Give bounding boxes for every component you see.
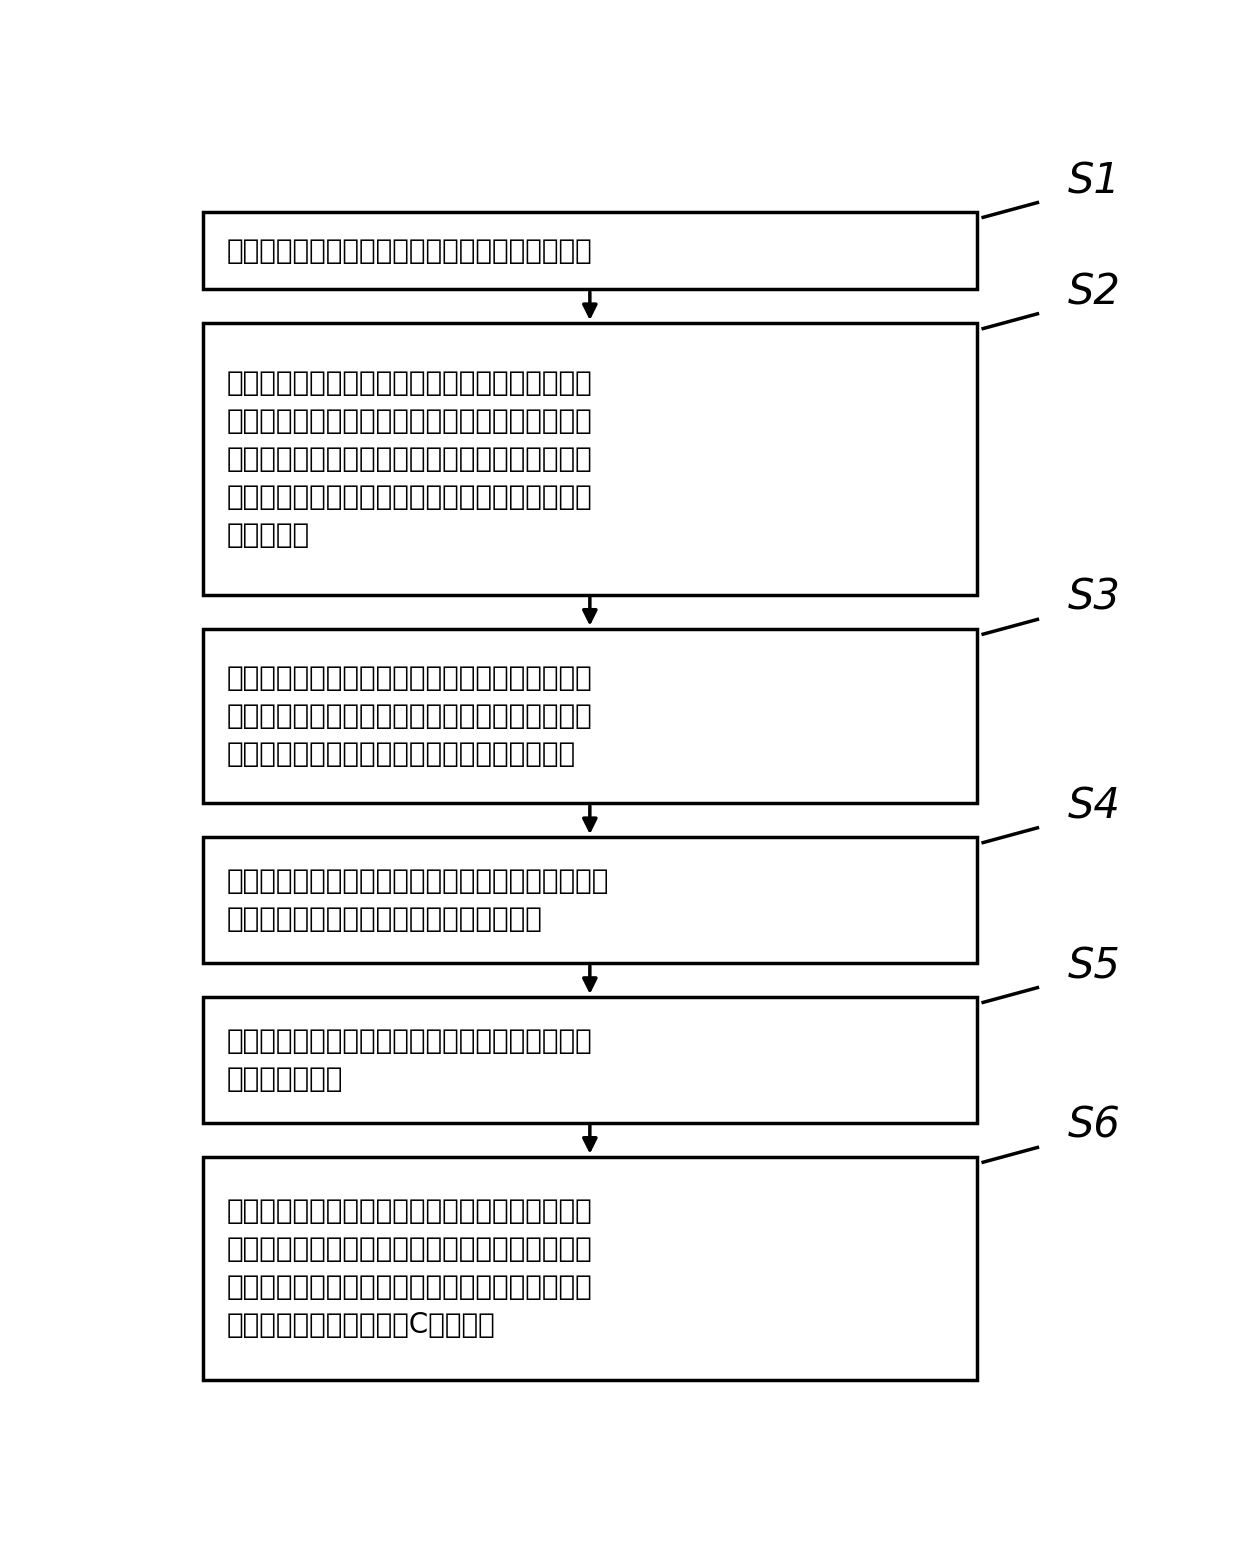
Text: 根据超声共振圆频率得到疲劳硬化层引起的超声共
振频率，对超声共振频率进行带通滤波处理，选取
超声共振频率中心一定频带内的超声共振谱信号: 根据超声共振圆频率得到疲劳硬化层引起的超声共 振频率，对超声共振频率进行带通滤波… — [227, 665, 593, 768]
Bar — [203, 1157, 977, 1379]
Text: S1: S1 — [1068, 160, 1121, 202]
Text: S4: S4 — [1068, 785, 1121, 827]
Text: 向轧辊疲劳硬化层发射宽频带超声信号，轧辊疲劳
硬化层在宽频带超声信号作用下，在某个频率段发
生共振作用。接收该发生共振作用后的超声信号，
并从中得知轧辊疲劳硬化: 向轧辊疲劳硬化层发射宽频带超声信号，轧辊疲劳 硬化层在宽频带超声信号作用下，在某… — [227, 369, 593, 549]
Text: 对轧辊表面进行磨床加工，使轧辊表面粗糙度一致: 对轧辊表面进行磨床加工，使轧辊表面粗糙度一致 — [227, 236, 593, 264]
Bar — [203, 211, 977, 289]
Bar — [203, 837, 977, 963]
Bar — [203, 996, 977, 1123]
Text: S6: S6 — [1068, 1106, 1121, 1146]
Text: S5: S5 — [1068, 945, 1121, 987]
Text: 根据谱峰强度量化值结果和相应的在轧辊上的检测
位置，图像化处理成在轧辊周身各位置点上的检测
共振峰量化分布图，得到表征轧辊表面疲劳硬化层
整体分布情况的共振谱峰: 根据谱峰强度量化值结果和相应的在轧辊上的检测 位置，图像化处理成在轧辊周身各位置… — [227, 1198, 593, 1339]
Text: 在超声共振频率处，检测信号谱峰，并与同样检测条
件下带有疲劳硬化层的标准试块的谱峰比对: 在超声共振频率处，检测信号谱峰，并与同样检测条 件下带有疲劳硬化层的标准试块的谱… — [227, 866, 609, 934]
Text: 根据与标准试块的谱峰比对结果，对检测得到的谱
峰强度量化处理: 根据与标准试块的谱峰比对结果，对检测得到的谱 峰强度量化处理 — [227, 1028, 593, 1093]
Bar — [203, 629, 977, 804]
Bar — [203, 324, 977, 594]
Text: S3: S3 — [1068, 577, 1121, 619]
Text: S2: S2 — [1068, 271, 1121, 313]
